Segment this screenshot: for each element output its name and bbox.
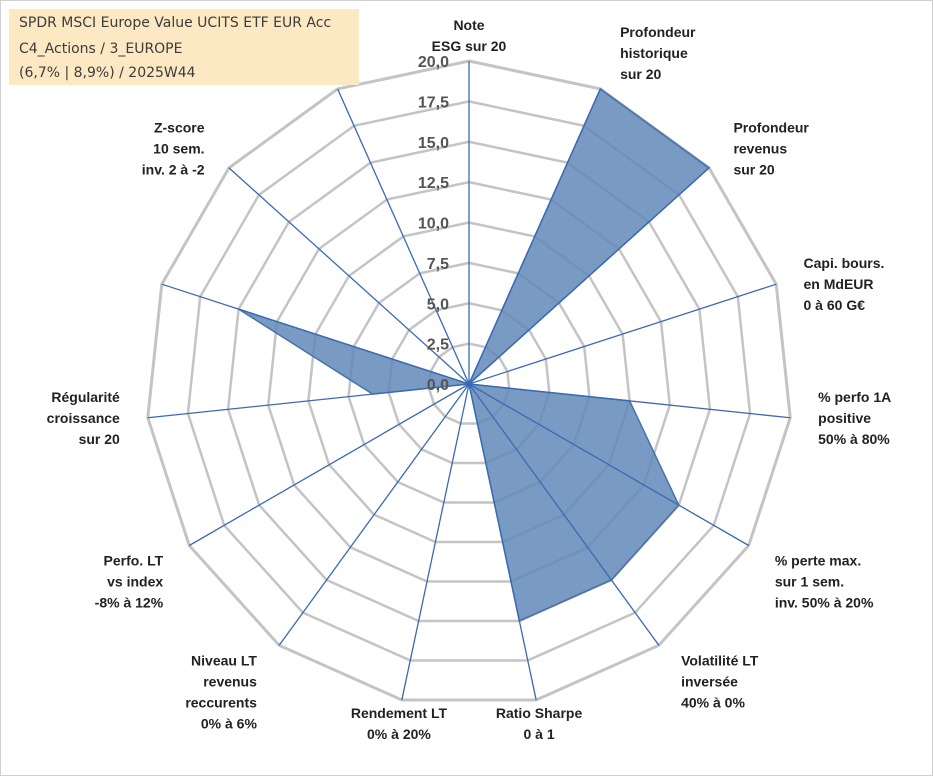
axis-label: % perte max. sur 1 sem. inv. 50% à 20% — [775, 553, 874, 611]
axis-label-line: revenus — [203, 673, 257, 689]
grid-ring — [307, 221, 631, 544]
axis-spoke — [468, 383, 750, 547]
tick-label: 12,5 — [418, 175, 449, 192]
axis-label-line: % perte max. — [775, 553, 861, 569]
axis-label-line: 0% à 20% — [367, 726, 431, 742]
axis-label-line: Régularité — [51, 389, 120, 405]
axis-label-line: inversée — [681, 673, 738, 689]
axis-spoke — [468, 167, 710, 385]
grid-ring — [226, 140, 712, 623]
axis-label: Capi. bours. en MdEUR 0 à 60 G€ — [804, 255, 885, 313]
tick-label: 15,0 — [418, 135, 449, 152]
axis-label-line: ESG sur 20 — [432, 38, 507, 54]
axis-spoke — [188, 383, 470, 547]
axis-label: Note ESG sur 20 — [432, 17, 507, 54]
grid-ring — [347, 261, 591, 504]
axis-label: Ratio Sharpe 0 à 1 — [496, 705, 583, 742]
axis-label-line: vs index — [107, 574, 163, 590]
axis-label-line: Volatilité LT — [681, 652, 759, 668]
axis-label-line: 10 sem. — [153, 140, 204, 156]
data-area — [238, 87, 711, 623]
fund-info-box: SPDR MSCI Europe Value UCITS ETF EUR Acc… — [9, 9, 359, 85]
tick-label: 0,0 — [427, 377, 449, 394]
tick-label: 20,0 — [418, 54, 449, 71]
grid-ring — [266, 180, 672, 583]
axis-label-line: Note — [453, 17, 484, 33]
tick-label: 7,5 — [427, 256, 449, 273]
fund-name: SPDR MSCI Europe Value UCITS ETF EUR Acc — [19, 15, 332, 31]
axis-label-line: Z-score — [154, 119, 205, 135]
axis-spoke — [228, 167, 470, 385]
axis-label-line: Rendement LT — [351, 705, 448, 721]
axis-label-line: Profondeur — [620, 24, 696, 40]
axis-label: Volatilité LT inversée 40% à 0% — [681, 652, 759, 710]
axis-label-line: sur 1 sem. — [775, 574, 844, 590]
axis-label-line: en MdEUR — [804, 276, 874, 292]
axis-label-line: sur 20 — [79, 431, 120, 447]
axis-spoke — [468, 88, 601, 385]
axis-label: Régularité croissance sur 20 — [47, 389, 120, 447]
grid-ring — [146, 59, 792, 702]
axis-label: Rendement LT 0% à 20% — [351, 705, 448, 742]
axis-label-line: sur 20 — [733, 161, 774, 177]
grid-ring — [186, 100, 752, 662]
tick-label: 2,5 — [427, 337, 449, 354]
axis-label: Niveau LT revenus reccurents 0% à 6% — [185, 652, 257, 731]
axis-label-line: % perfo 1A — [818, 389, 891, 405]
grid-ring — [387, 301, 551, 465]
axis-label-line: -8% à 12% — [95, 595, 164, 611]
axis-spoke — [278, 383, 470, 646]
axis-label-line: historique — [620, 45, 688, 61]
axis-spoke — [161, 283, 470, 385]
axis-label: Profondeur revenus sur 20 — [733, 119, 809, 177]
axis-label-line: revenus — [733, 140, 787, 156]
axis-label-line: Niveau LT — [191, 652, 257, 668]
axis-label-line: 0 à 1 — [523, 726, 554, 742]
axis-label-line: positive — [818, 410, 871, 426]
fund-category: C4_Actions / 3_EUROPE — [19, 41, 183, 57]
axis-label-line: 0% à 6% — [201, 715, 258, 731]
axis-spoke — [468, 383, 660, 646]
tick-label: 5,0 — [427, 296, 449, 313]
axis-spoke — [468, 383, 791, 419]
fund-stats: (6,7% | 8,9%) / 2025W44 — [19, 65, 196, 81]
axis-spoke — [147, 383, 470, 419]
axis-label: Perfo. LT vs index -8% à 12% — [95, 553, 164, 611]
tick-label: 17,5 — [418, 94, 449, 111]
axis-spoke — [337, 88, 470, 385]
axis-label: % perfo 1A positive 50% à 80% — [818, 389, 891, 447]
axis-label-line: 0 à 60 G€ — [804, 297, 866, 313]
axis-label-line: sur 20 — [620, 66, 661, 82]
axis-label: Z-score 10 sem. inv. 2 à -2 — [142, 119, 205, 177]
axis-label-line: Capi. bours. — [804, 255, 885, 271]
axis-label-line: Profondeur — [733, 119, 809, 135]
axis-label-line: reccurents — [185, 694, 257, 710]
axis-label-line: 40% à 0% — [681, 694, 745, 710]
axis-label: Profondeur historique sur 20 — [620, 24, 696, 82]
axis-label-line: 50% à 80% — [818, 431, 890, 447]
axis-spoke — [468, 383, 537, 701]
grid-ring — [427, 342, 511, 425]
tick-label: 10,0 — [418, 216, 449, 233]
axis-label-line: croissance — [47, 410, 120, 426]
axis-spoke — [401, 383, 470, 701]
axis-label-line: inv. 50% à 20% — [775, 595, 874, 611]
axis-spoke — [468, 283, 777, 385]
axis-label-line: inv. 2 à -2 — [142, 161, 205, 177]
axis-label-line: Perfo. LT — [104, 553, 164, 569]
axis-label-line: Ratio Sharpe — [496, 705, 583, 721]
